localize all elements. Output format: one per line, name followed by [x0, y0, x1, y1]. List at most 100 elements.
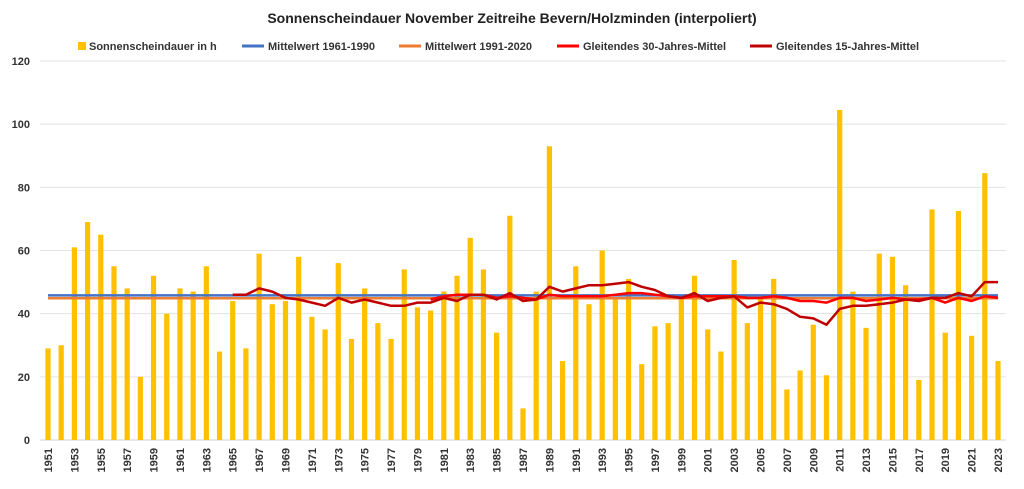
x-tick-label: 1993 [597, 448, 609, 472]
y-tick-label: 0 [24, 435, 30, 447]
bar [150, 275, 157, 440]
bar [982, 173, 988, 440]
x-tick-label: 1983 [465, 448, 477, 472]
bar [744, 323, 750, 440]
bar [348, 338, 355, 440]
legend-label: Mittelwert 1991-2020 [425, 41, 532, 53]
bar [678, 297, 684, 440]
bar [507, 215, 513, 440]
bar [586, 304, 592, 440]
bar [929, 209, 935, 440]
bar [757, 297, 764, 440]
bar [797, 370, 803, 440]
x-tick-label: 2007 [782, 448, 794, 472]
x-tick-label: 2019 [940, 448, 952, 472]
bar [573, 266, 579, 440]
x-tick-label: 1967 [254, 448, 266, 472]
bar [705, 329, 711, 440]
x-tick-label: 1969 [281, 448, 293, 472]
bar [230, 301, 236, 440]
bar [612, 297, 618, 440]
bar [916, 379, 922, 440]
moving-average-line [232, 280, 998, 326]
x-tick-label: 2009 [808, 448, 820, 472]
x-tick-label: 1959 [149, 448, 161, 472]
bar [388, 338, 394, 440]
bar [771, 278, 777, 440]
bar [955, 211, 962, 440]
bar [84, 222, 91, 440]
x-tick-label: 1975 [360, 448, 372, 472]
y-tick-label: 60 [18, 246, 30, 258]
x-tick-label: 2003 [729, 448, 741, 472]
bar [784, 389, 790, 440]
bar [362, 288, 368, 440]
x-tick-label: 1951 [43, 448, 55, 472]
bar [216, 351, 223, 440]
bar [296, 256, 302, 440]
x-tick-label: 1997 [650, 448, 662, 472]
bar [810, 324, 816, 440]
bar [98, 234, 104, 440]
bar [71, 247, 77, 440]
x-tick-label: 1999 [676, 448, 688, 472]
bar [889, 256, 896, 440]
bar [256, 253, 262, 440]
bar [520, 408, 526, 440]
bar [639, 364, 645, 440]
bar [823, 375, 830, 440]
bar [837, 109, 843, 441]
chart-title: Sonnenscheindauer November Zeitreihe Bev… [267, 10, 756, 26]
x-axis-ticks: 1951 1953 1955 1957 1959 1961 1963 1965 1967 1969… [43, 448, 1005, 472]
x-tick-label: 1973 [333, 448, 345, 472]
bar [718, 351, 724, 440]
bar [375, 323, 381, 440]
y-tick-label: 100 [12, 119, 30, 131]
bar [863, 327, 869, 440]
bar [322, 329, 328, 440]
x-tick-label: 2021 [967, 448, 979, 472]
bar [876, 253, 882, 440]
bar [111, 266, 117, 440]
bars [45, 109, 1001, 441]
legend-swatch [78, 42, 86, 50]
bar [942, 332, 948, 440]
legend-label: Gleitendes 30-Jahres-Mittel [583, 41, 726, 53]
bar [533, 291, 539, 440]
bar [441, 291, 447, 440]
gridlines [40, 60, 1006, 441]
y-axis-ticks: 0 20 40 60 80 100 120 [12, 56, 30, 447]
x-tick-label: 1985 [492, 448, 504, 472]
bar [335, 263, 341, 440]
bar [309, 316, 315, 440]
bar [414, 307, 421, 440]
x-tick-label: 1965 [228, 448, 240, 472]
bar [164, 313, 170, 440]
legend-label: Gleitendes 15-Jahres-Mittel [776, 41, 919, 53]
bar [850, 291, 856, 440]
bar [546, 146, 552, 440]
x-tick-label: 2011 [835, 448, 847, 472]
y-tick-label: 40 [18, 309, 30, 321]
y-tick-label: 80 [18, 182, 30, 194]
bar [269, 304, 275, 440]
bar [652, 326, 658, 440]
bar [995, 361, 1001, 440]
x-tick-label: 1953 [69, 448, 81, 472]
bar [190, 291, 196, 440]
bar [177, 288, 183, 440]
bar [969, 335, 975, 440]
x-tick-label: 1963 [201, 448, 213, 472]
bar [625, 278, 632, 440]
x-tick-label: 1981 [439, 448, 451, 472]
x-tick-label: 1977 [386, 448, 398, 472]
x-tick-label: 1955 [96, 448, 108, 472]
bar [243, 348, 249, 440]
bar [599, 250, 605, 440]
legend-label: Sonnenscheindauer in h [89, 41, 217, 53]
x-tick-label: 2017 [914, 448, 926, 472]
bar [903, 285, 909, 440]
x-tick-label: 2005 [756, 448, 768, 472]
bar [45, 348, 51, 440]
x-tick-label: 1971 [307, 448, 319, 472]
